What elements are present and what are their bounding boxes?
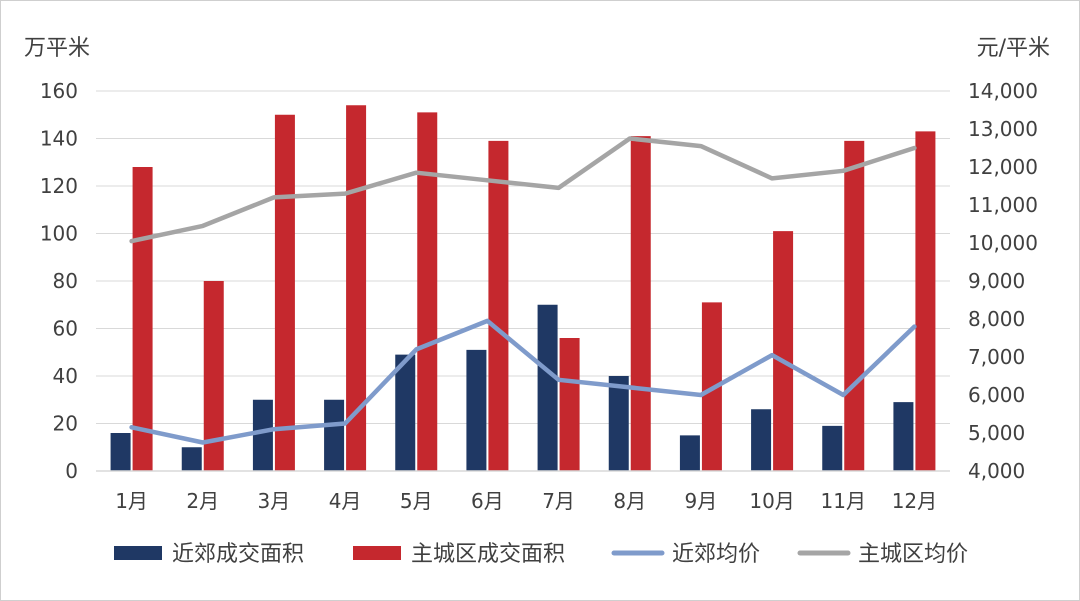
bar-suburban [395, 354, 416, 471]
right-tick-label: 7,000 [968, 345, 1025, 369]
line-point-3 [912, 146, 917, 150]
line-point-3 [343, 191, 348, 196]
bar-urban [203, 281, 224, 471]
left-tick-label: 80 [53, 269, 78, 293]
bar-suburban [252, 399, 273, 471]
bar-urban [488, 140, 509, 471]
bar-suburban [608, 376, 629, 471]
legend-label: 近郊均价 [672, 542, 760, 567]
line-point-2 [770, 353, 775, 358]
left-tick-label: 0 [65, 459, 78, 483]
line-point-2 [912, 324, 917, 329]
right-tick-label: 13,000 [968, 117, 1038, 141]
category-label: 10月 [749, 489, 794, 513]
right-axis-unit: 元/平米 [977, 36, 1050, 61]
legend-swatch-1 [353, 546, 401, 560]
line-point-2 [841, 393, 846, 397]
right-tick-label: 12,000 [968, 155, 1038, 179]
category-label: 1月 [115, 489, 148, 513]
legend-swatch-0 [114, 546, 162, 560]
category-label: 12月 [892, 489, 937, 513]
line-point-2 [485, 318, 490, 323]
bar-urban [274, 114, 295, 471]
bar-suburban [181, 447, 202, 471]
right-tick-label: 14,000 [968, 79, 1038, 103]
line-series [129, 136, 917, 445]
category-label: 4月 [329, 489, 362, 513]
line-point-3 [200, 223, 205, 228]
left-axis-unit: 万平米 [24, 36, 90, 61]
left-tick-label: 100 [40, 222, 78, 246]
line-point-3 [841, 168, 846, 173]
bar-urban [844, 140, 865, 471]
line-point-2 [414, 347, 419, 352]
legend-label: 近郊成交面积 [172, 542, 304, 567]
left-tick-label: 160 [40, 79, 78, 103]
right-tick-label: 10,000 [968, 231, 1038, 255]
gridlines [96, 90, 950, 424]
left-tick-label: 20 [53, 412, 78, 436]
category-label: 3月 [258, 489, 291, 513]
category-label: 7月 [542, 489, 575, 513]
line-point-2 [200, 440, 205, 445]
line-point-3 [485, 178, 490, 183]
bar-suburban [466, 349, 487, 471]
line-point-2 [343, 421, 348, 426]
line-point-3 [271, 195, 276, 200]
line-point-3 [698, 144, 703, 149]
line-point-2 [627, 385, 632, 390]
bar-urban [346, 105, 367, 471]
bar-suburban [324, 399, 345, 471]
line-point-3 [627, 136, 632, 141]
bar-suburban [893, 402, 914, 471]
bar-suburban [822, 425, 843, 471]
right-axis-ticks: 4,000 5,000 6,000 7,000 8,000 9,000 10,000 11,0… [968, 79, 1038, 483]
line-series-3 [129, 136, 917, 244]
category-labels: 1月 2月 3月 4月 5月 6月 7月 8月 9月 10月 11月 12月 [115, 489, 937, 513]
bar-suburban [537, 304, 558, 471]
category-label: 9月 [685, 489, 718, 513]
legend-label: 主城区均价 [858, 542, 968, 567]
bar-urban [417, 112, 438, 471]
bar-urban [630, 136, 651, 471]
line-point-2 [698, 393, 703, 397]
bar-suburban [110, 433, 131, 471]
right-tick-label: 11,000 [968, 193, 1038, 217]
left-tick-label: 40 [53, 364, 78, 388]
right-tick-label: 6,000 [968, 383, 1025, 407]
bar-suburban [679, 435, 700, 471]
category-label: 2月 [186, 489, 219, 513]
line-point-2 [271, 427, 276, 432]
left-tick-label: 60 [53, 317, 78, 341]
line-point-2 [129, 425, 134, 430]
bar-suburban [751, 409, 772, 471]
left-tick-label: 120 [40, 174, 78, 198]
bar-series [110, 105, 936, 471]
bar-urban [132, 167, 153, 471]
line-series-2 [129, 318, 917, 445]
bar-urban [915, 131, 936, 471]
line-point-3 [129, 239, 134, 244]
line-point-3 [414, 170, 419, 175]
line-point-3 [770, 176, 775, 181]
line-point-2 [556, 377, 561, 382]
legend: 近郊成交面积 主城区成交面积 近郊均价 主城区均价 [114, 542, 968, 567]
right-tick-label: 4,000 [968, 459, 1025, 483]
left-axis-ticks: 0 20 40 60 80 100 120 140 160 [40, 79, 78, 483]
bar-urban [773, 231, 794, 471]
left-tick-label: 140 [40, 127, 78, 151]
bar-urban [559, 338, 580, 471]
right-tick-label: 5,000 [968, 421, 1025, 445]
right-tick-label: 9,000 [968, 269, 1025, 293]
legend-label: 主城区成交面积 [411, 542, 565, 567]
line-point-3 [556, 185, 561, 190]
category-label: 6月 [471, 489, 504, 513]
category-label: 5月 [400, 489, 433, 513]
category-label: 11月 [821, 489, 866, 513]
category-label: 8月 [613, 489, 646, 513]
right-tick-label: 8,000 [968, 307, 1025, 331]
